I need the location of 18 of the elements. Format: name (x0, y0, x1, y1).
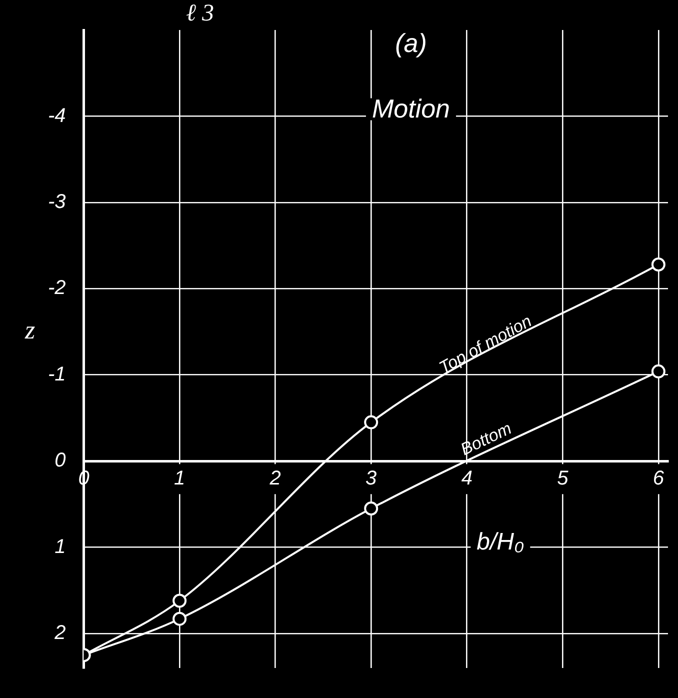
x-tick-label: 6 (652, 468, 665, 490)
x-tick-label: 2 (268, 468, 281, 490)
y-tick-label: 2 (54, 622, 66, 644)
y-tick-label: 0 (54, 450, 66, 472)
x-tick-label: 4 (461, 468, 472, 490)
y-tick-label: -4 (48, 104, 66, 127)
text: ℓ 3 (186, 0, 214, 26)
x-tick-label: 3 (366, 468, 377, 490)
x-tick-label: 5 (557, 468, 570, 490)
x-axis-title: b/H₀ (476, 528, 524, 556)
y-tick-label: -2 (48, 277, 66, 300)
chart-title: (a) (395, 28, 427, 58)
x-tick-label: 1 (174, 468, 186, 490)
y-tick-label: 1 (54, 536, 66, 558)
y-tick-label: -3 (48, 190, 66, 213)
text: Motion (372, 93, 450, 124)
y-tick-label: -1 (48, 363, 66, 386)
y-axis-title: z (24, 316, 36, 345)
